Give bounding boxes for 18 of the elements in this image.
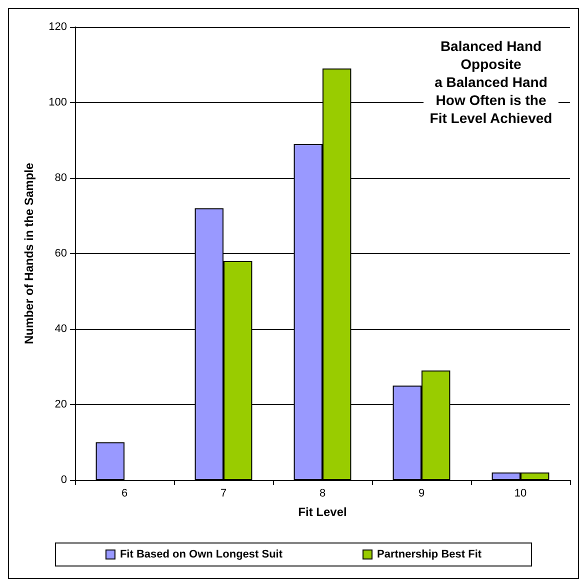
x-tick-label: 7 [220, 488, 227, 500]
legend-label: Fit Based on Own Longest Suit [120, 548, 283, 560]
y-tick-label: 60 [54, 248, 67, 260]
text: Balanced Hand Opposite a Balanced Hand How Often is the Fit Level Achieved [430, 38, 552, 126]
y-axis-title: Number of Hands in the Sample [22, 162, 36, 344]
legend-label: Partnership Best Fit [377, 548, 482, 560]
y-tick-label: 80 [54, 172, 67, 184]
y-tick-label: 40 [54, 323, 67, 335]
x-tick-label: 6 [121, 488, 128, 500]
x-axis-title: Fit Level [298, 505, 347, 519]
y-tick-label: 20 [54, 398, 67, 410]
x-tick-label: 10 [514, 488, 527, 500]
bar [96, 442, 124, 480]
x-tick-label: 9 [418, 488, 425, 500]
x-tick-label: 8 [319, 488, 326, 500]
y-tick-label: 120 [48, 21, 67, 33]
y-tick-label: 0 [60, 474, 67, 486]
y-tick-label: 100 [48, 96, 67, 108]
